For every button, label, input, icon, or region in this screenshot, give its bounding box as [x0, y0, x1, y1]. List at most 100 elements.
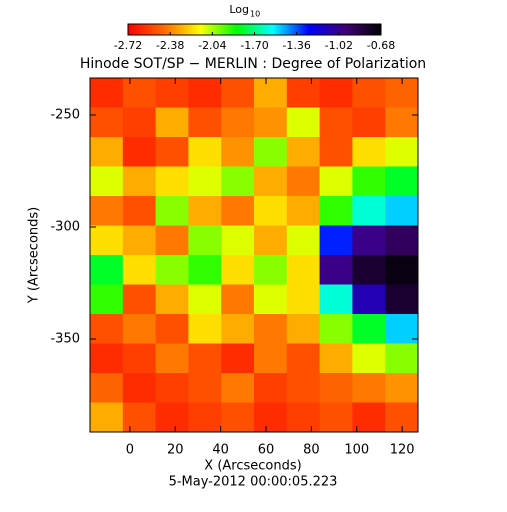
heatmap-cell	[221, 402, 255, 433]
heatmap-cell	[319, 107, 353, 138]
heatmap-cell	[221, 137, 255, 167]
heatmap-cell	[188, 255, 222, 285]
heatmap-cell	[352, 284, 386, 315]
heatmap-cell	[254, 166, 288, 197]
heatmap-cell	[122, 255, 157, 285]
heatmap-cell	[122, 196, 157, 226]
heatmap-cell	[155, 137, 189, 167]
heatmap-cell	[90, 166, 124, 197]
heatmap-cell	[286, 314, 321, 344]
colorbar-title-sub: 10	[250, 10, 260, 19]
heatmap-cell	[352, 78, 386, 108]
heatmap-cell	[90, 225, 124, 256]
heatmap-cell	[155, 373, 189, 403]
heatmap-cell	[155, 314, 189, 344]
heatmap-cell	[319, 314, 353, 344]
heatmap-cell	[254, 284, 288, 315]
heatmap-cell	[188, 166, 222, 197]
heatmap-cell	[122, 343, 157, 374]
heatmap-cell	[385, 137, 419, 167]
heatmap-cell	[221, 196, 255, 226]
heatmap-cell	[352, 402, 386, 433]
heatmap-cell	[90, 107, 124, 138]
x-axis-label: X (Arcseconds)	[204, 459, 301, 474]
colorbar-tick-label: -1.70	[240, 39, 268, 52]
heatmap-cell	[319, 284, 353, 315]
heatmap-cell	[155, 78, 189, 108]
heatmap-cell	[254, 107, 288, 138]
heatmap-cell	[90, 137, 124, 167]
heatmap-cell	[385, 166, 419, 197]
x-tick-label: 60	[258, 443, 275, 458]
heatmap-cell	[188, 78, 222, 108]
heatmap-cell	[221, 225, 255, 256]
heatmap-cell	[221, 78, 255, 108]
heatmap-cell	[286, 255, 321, 285]
heatmap-cell	[286, 225, 321, 256]
heatmap-cell	[155, 107, 189, 138]
x-tick-label: 120	[390, 443, 415, 458]
heatmap-cell	[352, 255, 386, 285]
heatmap-cell	[385, 225, 419, 256]
heatmap-cell	[221, 107, 255, 138]
heatmap-cell	[254, 196, 288, 226]
heatmap-cell	[254, 402, 288, 433]
heatmap-cell	[155, 225, 189, 256]
chart-title: Hinode SOT/SP − MERLIN : Degree of Polar…	[80, 56, 426, 72]
heatmap-cell	[254, 314, 288, 344]
colorbar-tick-label: -2.04	[198, 39, 226, 52]
heatmap-cell	[352, 107, 386, 138]
heatmap-cell	[286, 166, 321, 197]
heatmap-cell	[352, 314, 386, 344]
heatmap-cell	[286, 402, 321, 433]
heatmap-cell	[286, 137, 321, 167]
heatmap-cell	[122, 284, 157, 315]
plot-frame	[89, 77, 419, 433]
heatmap-cell	[319, 78, 353, 108]
heatmap-cell	[221, 343, 255, 374]
heatmap-cell	[221, 373, 255, 403]
heatmap-cell	[122, 225, 157, 256]
heatmap-cell	[90, 373, 124, 403]
x-tick-label: 20	[167, 443, 184, 458]
heatmap-cell	[286, 107, 321, 138]
heatmap-cell	[352, 137, 386, 167]
heatmap-cell	[188, 343, 222, 374]
heatmap-cell	[221, 166, 255, 197]
heatmap-cell	[188, 314, 222, 344]
heatmap-cell	[319, 343, 353, 374]
heatmap-cell	[385, 284, 419, 315]
x-tick-label: 0	[126, 443, 134, 458]
heatmap-cell	[122, 402, 157, 433]
heatmap-cell	[319, 255, 353, 285]
heatmap-cell	[319, 196, 353, 226]
heatmap-cell	[155, 284, 189, 315]
heatmap-cell	[385, 107, 419, 138]
heatmap-cell	[188, 225, 222, 256]
colorbar-tick-label: -2.72	[114, 39, 142, 52]
footer: 5-May-2012 00:00:05.223	[169, 475, 338, 490]
heatmap-cell	[385, 343, 419, 374]
heatmap-cell	[122, 107, 157, 138]
heatmap-cell	[319, 402, 353, 433]
colorbar-title: Log	[229, 3, 249, 16]
y-axis-label: Y (Arcseconds)	[27, 207, 42, 304]
y-tick-label: -350	[50, 332, 80, 347]
x-tick-label: 80	[303, 443, 320, 458]
heatmap-cell	[221, 255, 255, 285]
heatmap-cell	[188, 373, 222, 403]
heatmap-cell	[286, 284, 321, 315]
heatmap-cell	[254, 373, 288, 403]
heatmap-cell	[254, 225, 288, 256]
x-tick-label: 40	[212, 443, 229, 458]
heatmap-cell	[90, 196, 124, 226]
heatmap-cell	[319, 225, 353, 256]
heatmap-cell	[90, 284, 124, 315]
heatmap-cell	[319, 166, 353, 197]
heatmap-cell	[254, 255, 288, 285]
heatmap-cell	[319, 373, 353, 403]
heatmap-cell	[385, 373, 419, 403]
colorbar-tick-label: -1.36	[282, 39, 310, 52]
